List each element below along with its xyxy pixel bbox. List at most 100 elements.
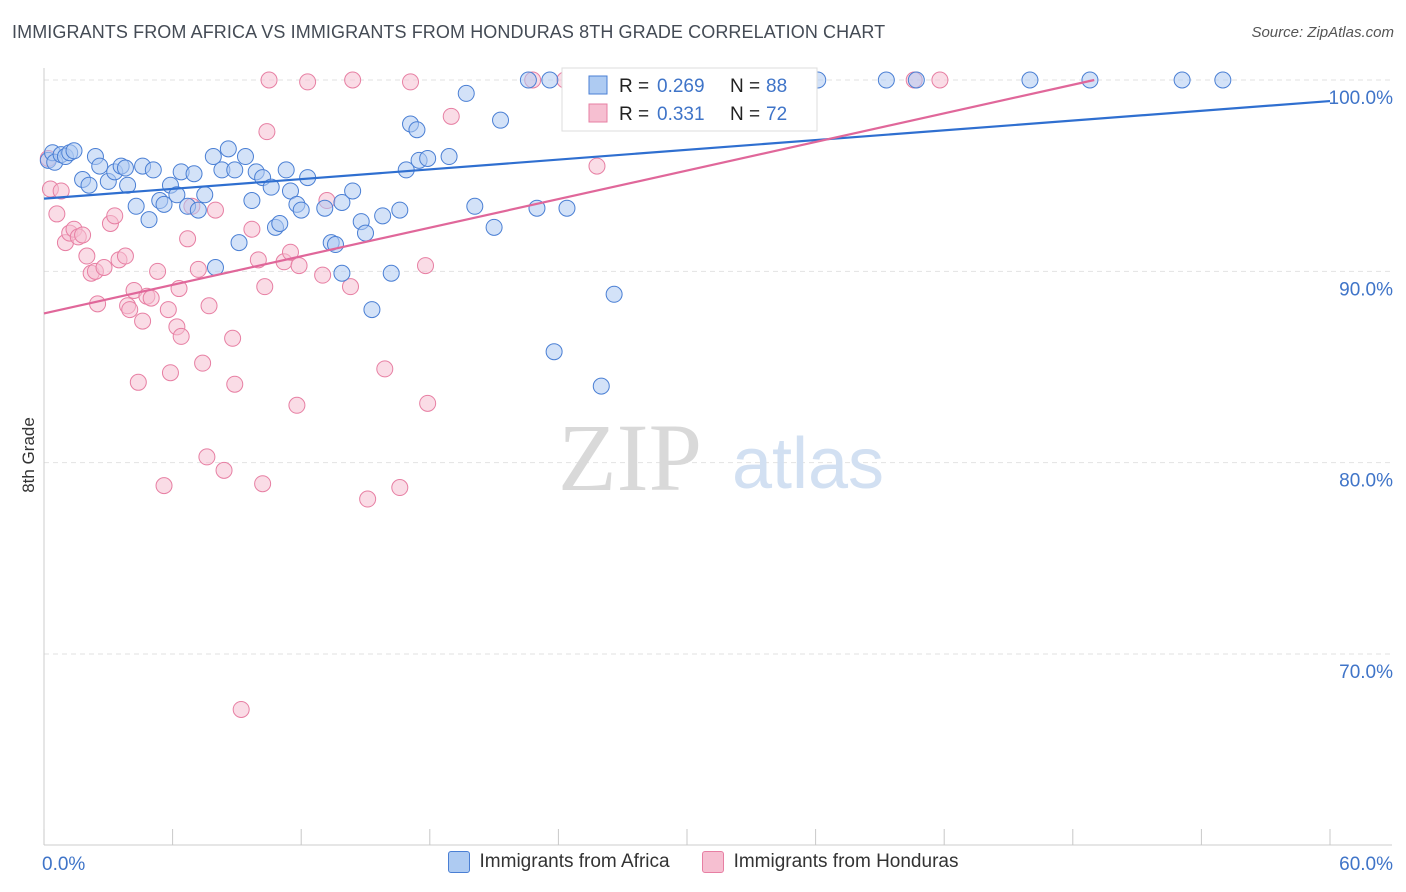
axes — [43, 68, 1392, 846]
point-africa-65 — [457, 84, 475, 102]
point-africa-10 — [91, 157, 109, 175]
stats-swatch-africa — [588, 75, 608, 95]
stats-africa-n-value: 88 — [766, 76, 787, 97]
point-africa-39 — [262, 178, 280, 196]
point-africa-55 — [363, 301, 381, 319]
point-honduras-71 — [931, 71, 949, 89]
point-honduras-39 — [215, 461, 233, 479]
point-africa-36 — [243, 192, 261, 210]
point-honduras-46 — [256, 278, 274, 296]
trend-line-africa — [43, 99, 1331, 200]
point-africa-41 — [271, 215, 289, 232]
point-africa-57 — [382, 264, 400, 282]
point-africa-83 — [907, 71, 925, 89]
point-africa-21 — [155, 195, 173, 213]
legend-label-africa: Immigrants from Africa — [479, 851, 670, 872]
point-africa-18 — [140, 211, 158, 229]
point-africa-35 — [236, 148, 254, 166]
point-africa-32 — [219, 140, 237, 158]
point-honduras-2 — [48, 205, 66, 223]
point-honduras-9 — [78, 247, 96, 265]
point-honduras-32 — [179, 230, 197, 248]
source-label: Source: ZipAtlas.com — [1251, 24, 1394, 41]
point-honduras-60 — [391, 479, 409, 497]
stats-honduras-r-label: R = — [619, 104, 649, 125]
point-africa-68 — [492, 111, 510, 129]
point-honduras-36 — [198, 448, 216, 466]
point-africa-51 — [333, 264, 351, 282]
point-honduras-57 — [344, 71, 362, 89]
y-tick-label-2: 80.0% — [1339, 471, 1393, 492]
trend-lines — [43, 78, 1331, 315]
point-honduras-13 — [95, 259, 113, 277]
point-africa-45 — [292, 201, 310, 219]
point-africa-29 — [204, 148, 222, 166]
point-africa-73 — [558, 199, 576, 217]
x-tick-label-0: 0.0% — [42, 854, 85, 875]
point-africa-52 — [344, 182, 362, 200]
point-honduras-45 — [254, 475, 272, 493]
point-honduras-51 — [288, 396, 306, 414]
legend-swatch-africa — [447, 851, 470, 873]
point-africa-8 — [80, 176, 98, 194]
stats-honduras-n-label: N = — [730, 104, 760, 125]
point-africa-82 — [877, 71, 895, 89]
point-honduras-47 — [258, 123, 276, 141]
point-honduras-41 — [226, 375, 244, 393]
point-honduras-24 — [142, 289, 160, 307]
legend: Immigrants from Africa Immigrants from H… — [0, 851, 1406, 873]
watermark-atlas: atlas — [732, 424, 884, 504]
point-africa-14 — [116, 159, 134, 177]
stats-swatch-honduras — [588, 103, 608, 123]
point-africa-71 — [541, 71, 559, 89]
point-honduras-67 — [588, 157, 606, 175]
point-africa-61 — [408, 121, 426, 139]
point-africa-86 — [1173, 71, 1191, 89]
point-africa-69 — [519, 71, 537, 89]
point-honduras-52 — [290, 257, 308, 275]
legend-item-africa[interactable]: Immigrants from Africa — [447, 851, 670, 873]
point-honduras-35 — [194, 354, 212, 372]
y-axis-label: 8th Grade — [19, 417, 38, 493]
point-honduras-43 — [243, 220, 261, 238]
point-africa-84 — [1021, 71, 1039, 89]
y-tick-label-3: 70.0% — [1339, 662, 1393, 683]
point-honduras-50 — [281, 243, 299, 261]
point-honduras-54 — [314, 266, 332, 284]
point-africa-87 — [1214, 71, 1232, 89]
point-honduras-31 — [172, 327, 190, 345]
x-tick-label-1: 60.0% — [1339, 854, 1393, 875]
point-africa-77 — [605, 285, 623, 303]
point-africa-63 — [419, 149, 437, 167]
x-tick-labels: 0.0% 60.0% — [42, 854, 1393, 875]
point-honduras-63 — [419, 394, 437, 412]
point-honduras-61 — [402, 73, 420, 91]
point-honduras-42 — [232, 700, 250, 718]
stats-honduras-r-value: 0.331 — [657, 104, 705, 125]
point-africa-33 — [226, 161, 244, 179]
point-honduras-48 — [260, 71, 278, 89]
point-africa-67 — [485, 218, 503, 236]
y-tick-label-1: 90.0% — [1339, 279, 1393, 300]
point-africa-56 — [374, 207, 392, 225]
point-honduras-58 — [359, 490, 377, 508]
point-honduras-22 — [134, 312, 152, 330]
point-honduras-53 — [299, 73, 317, 91]
point-honduras-27 — [159, 301, 177, 319]
legend-item-honduras[interactable]: Immigrants from Honduras — [701, 851, 958, 873]
point-africa-23 — [168, 186, 186, 204]
stats-africa-r-label: R = — [619, 76, 649, 97]
point-africa-72 — [545, 343, 563, 361]
point-honduras-34 — [189, 260, 207, 278]
watermark-zip: ZIP — [558, 404, 702, 511]
point-honduras-26 — [155, 477, 173, 495]
point-honduras-17 — [116, 247, 134, 265]
point-honduras-38 — [206, 201, 224, 219]
stats-africa-n-label: N = — [730, 76, 760, 97]
chart-title: IMMIGRANTS FROM AFRICA VS IMMIGRANTS FRO… — [12, 22, 886, 42]
trend-line-honduras — [43, 78, 1095, 315]
point-africa-47 — [316, 199, 334, 217]
point-africa-58 — [391, 201, 409, 219]
point-africa-16 — [127, 197, 145, 215]
grid-lines — [44, 79, 1392, 655]
